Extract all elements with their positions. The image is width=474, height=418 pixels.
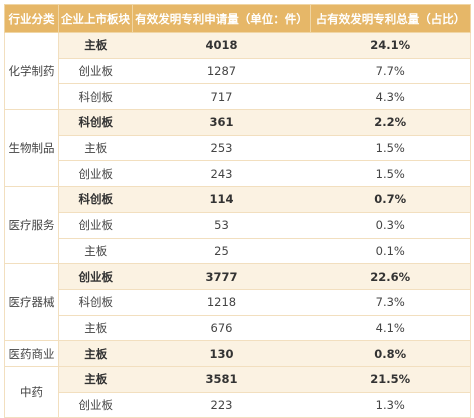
patent-count-cell: 1218	[132, 289, 311, 316]
share-cell: 4.1%	[310, 315, 471, 342]
share-cell: 7.7%	[310, 58, 471, 85]
share-cell: 0.7%	[310, 186, 471, 213]
industry-cell: 医疗器械	[4, 263, 59, 342]
share-cell: 2.2%	[310, 109, 471, 136]
table-row: 化学制药 主板 4018 24.1%	[4, 32, 471, 111]
table-row: 创业板 1287 7.7%	[5, 58, 471, 85]
industry-cell: 医药商业	[4, 340, 59, 367]
patent-count-cell: 243	[132, 160, 311, 188]
share-cell: 0.8%	[310, 340, 471, 367]
share-cell: 1.3%	[310, 392, 471, 418]
industry-cell: 中药	[4, 366, 59, 418]
patent-count-cell: 676	[132, 315, 311, 342]
table-row: 医疗器械 创业板 3777 22.6%	[4, 263, 471, 342]
industry-cell: 生物制品	[4, 109, 59, 188]
patent-count-cell: 4018	[132, 32, 311, 59]
table-row: 生物制品 科创板 361 2.2%	[4, 109, 471, 188]
patent-count-cell: 361	[132, 109, 311, 136]
share-cell: 0.3%	[310, 212, 471, 239]
header-share: 占有效发明专利总量（占比）	[310, 4, 471, 33]
patent-count-cell: 25	[132, 238, 311, 265]
board-cell: 创业板	[58, 263, 133, 290]
board-cell: 科创板	[58, 186, 133, 213]
board-cell: 主板	[58, 238, 133, 265]
table-row: 主板 676 4.1%	[5, 315, 471, 342]
share-cell: 21.5%	[310, 366, 471, 393]
board-cell: 创业板	[58, 160, 133, 188]
patent-count-cell: 53	[132, 212, 311, 239]
header-patents: 有效发明专利申请量（单位：件）	[132, 4, 311, 33]
table-body: 化学制药 主板 4018 24.1% 创业板 1287 7.7% 科创板 717 4.3% 生物制品…	[4, 32, 471, 418]
table-row: 创业板 243 1.5%	[5, 160, 471, 188]
share-cell: 24.1%	[310, 32, 471, 59]
table-row: 科创板 717 4.3%	[5, 83, 471, 111]
board-cell: 主板	[58, 315, 133, 342]
patent-table-container: 行业分类 企业上市板块 有效发明专利申请量（单位：件） 占有效发明专利总量（占比…	[4, 4, 471, 418]
patent-count-cell: 3581	[132, 366, 311, 393]
patent-count-cell: 114	[132, 186, 311, 213]
board-cell: 主板	[58, 340, 133, 367]
board-cell: 创业板	[58, 58, 133, 85]
patent-table: 行业分类 企业上市板块 有效发明专利申请量（单位：件） 占有效发明专利总量（占比…	[4, 4, 471, 418]
patent-count-cell: 130	[132, 340, 311, 367]
board-cell: 创业板	[58, 212, 133, 239]
share-cell: 22.6%	[310, 263, 471, 290]
header-row: 行业分类 企业上市板块 有效发明专利申请量（单位：件） 占有效发明专利总量（占比…	[4, 4, 471, 33]
industry-cell: 化学制药	[4, 32, 59, 111]
board-cell: 科创板	[58, 109, 133, 136]
patent-count-cell: 253	[132, 135, 311, 162]
patent-count-cell: 717	[132, 83, 311, 111]
table-row: 中药 主板 3581 21.5%	[4, 366, 471, 418]
share-cell: 4.3%	[310, 83, 471, 111]
patent-count-cell: 223	[132, 392, 311, 418]
table-row: 科创板 1218 7.3%	[5, 289, 471, 316]
board-cell: 科创板	[58, 83, 133, 111]
table-row: 创业板 53 0.3%	[5, 212, 471, 239]
board-cell: 创业板	[58, 392, 133, 418]
header-industry: 行业分类	[4, 4, 59, 33]
board-cell: 主板	[58, 366, 133, 393]
board-cell: 主板	[58, 135, 133, 162]
table-row: 医疗服务 科创板 114 0.7%	[4, 186, 471, 265]
share-cell: 0.1%	[310, 238, 471, 265]
board-cell: 主板	[58, 32, 133, 59]
share-cell: 1.5%	[310, 160, 471, 188]
table-row: 医药商业 主板 130 0.8%	[4, 340, 471, 367]
share-cell: 7.3%	[310, 289, 471, 316]
header-board: 企业上市板块	[58, 4, 133, 33]
share-cell: 1.5%	[310, 135, 471, 162]
table-row: 主板 253 1.5%	[5, 135, 471, 162]
table-row: 主板 25 0.1%	[5, 238, 471, 265]
table-row: 创业板 223 1.3%	[5, 392, 471, 418]
board-cell: 科创板	[58, 289, 133, 316]
patent-count-cell: 3777	[132, 263, 311, 290]
industry-cell: 医疗服务	[4, 186, 59, 265]
patent-count-cell: 1287	[132, 58, 311, 85]
